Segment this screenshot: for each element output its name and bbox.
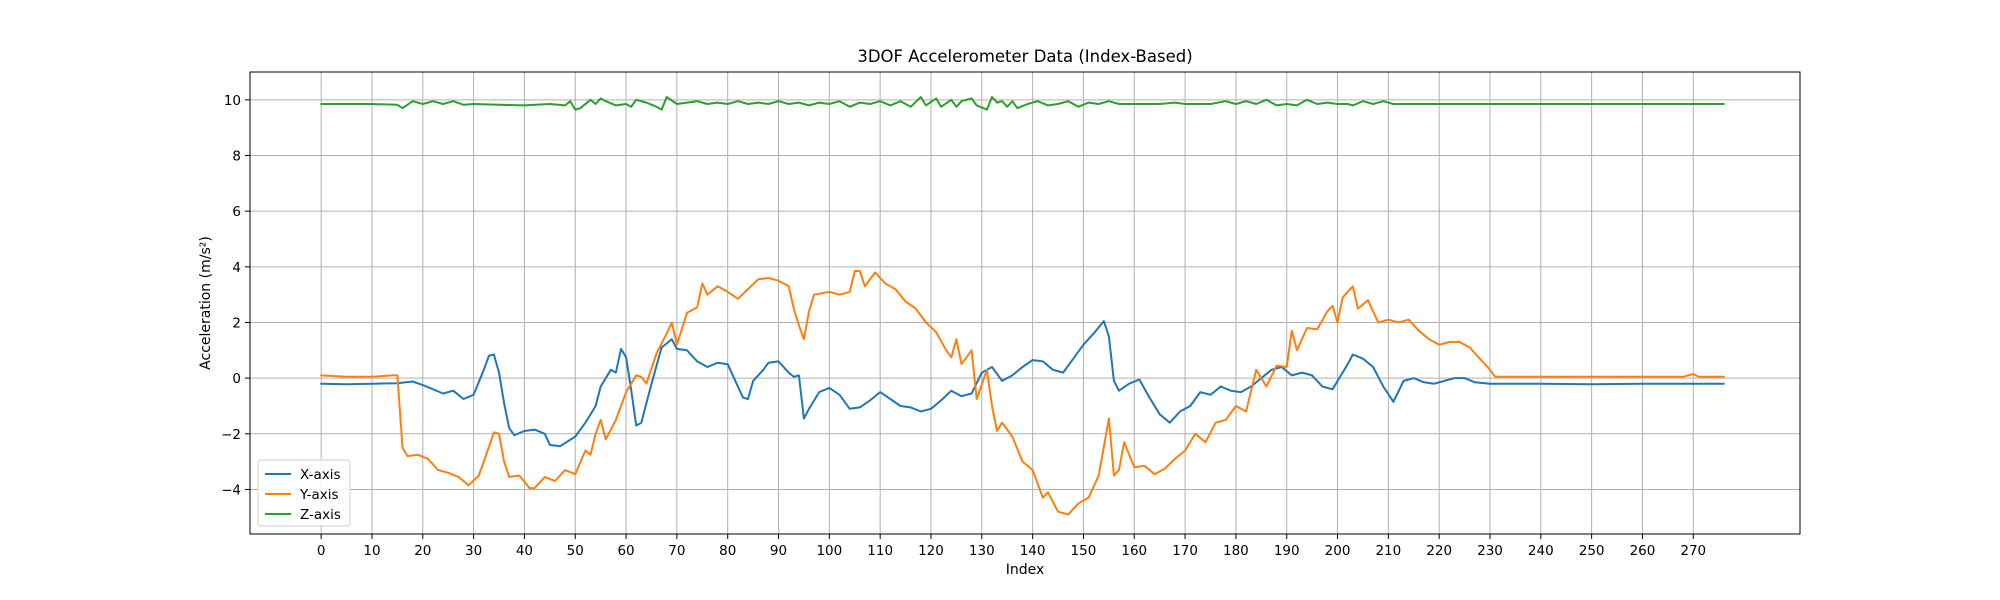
y-tick-label: −4: [221, 482, 241, 498]
x-tick-label: 190: [1274, 543, 1300, 559]
legend-label: Y-axis: [299, 487, 339, 503]
x-tick-label: 20: [414, 543, 431, 559]
x-axis-label: Index: [1006, 562, 1045, 578]
grid-lines: [250, 72, 1800, 534]
x-tick-label: 80: [719, 543, 736, 559]
x-tick-label: 260: [1630, 543, 1656, 559]
x-tick-label: 40: [516, 543, 533, 559]
x-tick-label: 170: [1172, 543, 1198, 559]
x-tick-label: 50: [567, 543, 584, 559]
x-tick-label: 120: [918, 543, 944, 559]
x-tick-label: 180: [1223, 543, 1249, 559]
legend: X-axis Y-axis Z-axis: [257, 459, 351, 527]
x-tick-label: 160: [1121, 543, 1147, 559]
x-tick-label: 60: [617, 543, 634, 559]
y-tick-label: 0: [232, 371, 241, 387]
x-tick-label: 100: [816, 543, 842, 559]
plot-frame: [249, 71, 1801, 535]
series-line-1: [320, 320, 1725, 448]
series-line-2: [320, 270, 1725, 516]
x-tick-label: 200: [1325, 543, 1351, 559]
chart-title: 3DOF Accelerometer Data (Index-Based): [857, 47, 1192, 66]
y-tick-label: 4: [232, 260, 241, 276]
x-tick-label: 150: [1071, 543, 1097, 559]
x-tick-label: 130: [969, 543, 995, 559]
x-tick-label: 10: [363, 543, 380, 559]
y-tick-label: 10: [224, 93, 241, 109]
series-layer: [320, 96, 1725, 516]
legend-label: X-axis: [300, 467, 341, 483]
x-tick-label: 90: [770, 543, 787, 559]
x-tick-label: 110: [867, 543, 893, 559]
x-tick-label: 230: [1477, 543, 1503, 559]
y-tick-label: 2: [232, 315, 241, 331]
y-tick-label: 8: [232, 148, 241, 164]
x-tick-label: 140: [1020, 543, 1046, 559]
series-line-3: [320, 96, 1725, 111]
x-tick-label: 0: [317, 543, 326, 559]
x-tick-label: 250: [1579, 543, 1605, 559]
legend-box: [257, 459, 351, 527]
y-axis-label: Acceleration (m/s²): [198, 236, 214, 370]
y-tick-label: 6: [232, 204, 241, 220]
x-tick-label: 240: [1528, 543, 1554, 559]
x-tick-label: 30: [465, 543, 482, 559]
legend-label: Z-axis: [300, 507, 341, 523]
x-tick-label: 220: [1426, 543, 1452, 559]
axis-ticks: 0 10 20 30 40 50 60 70 80 90 100 110 120 130 140 150 160…: [221, 93, 1706, 559]
y-tick-label: −2: [221, 427, 241, 443]
x-tick-label: 70: [668, 543, 685, 559]
x-tick-label: 270: [1680, 543, 1706, 559]
x-tick-label: 210: [1375, 543, 1401, 559]
